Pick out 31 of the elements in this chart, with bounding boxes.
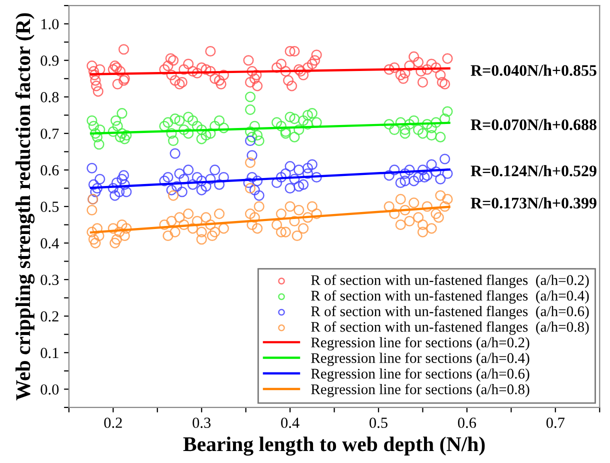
- y-tick-label: 0.5: [40, 202, 59, 212]
- x-axis-title: Bearing length to web depth (N/h): [183, 436, 485, 456]
- y-tick-label: 0.8: [40, 92, 59, 102]
- legend-label: Regression line for sections (a/h=0.2): [311, 337, 530, 350]
- legend-label: R of section with un-fastened flanges (a/h=0.6): [311, 306, 589, 320]
- x-tick-label: 0.6: [458, 418, 476, 428]
- legend-label: Regression line for sections (a/h=0.4): [311, 352, 530, 366]
- y-tick-label: 0.2: [40, 311, 58, 322]
- x-tick-label: 0.4: [281, 418, 300, 428]
- y-tick-label: 0.6: [40, 165, 59, 176]
- y-tick-label: 0.1: [40, 348, 58, 358]
- legend-label: R of section with un-fastened flanges (a/h=0.8): [311, 321, 589, 335]
- annotation: R=0.040N/h+0.855: [470, 64, 596, 76]
- y-tick-label: 0.4: [40, 238, 59, 249]
- text: 0.0: [40, 384, 59, 395]
- y-axis-title: Web crippling strength reduction factor (R): [15, 13, 35, 400]
- text: 1.0: [41, 18, 59, 30]
- legend-label: R of section with un-fastened flanges (a/h=0.2): [311, 274, 589, 288]
- x-tick-label: 0.5: [370, 418, 388, 428]
- y-tick-label: 0.7: [40, 128, 59, 139]
- legend-label: Regression line for sections (a/h=0.6): [311, 368, 530, 382]
- legend-label: Regression line for sections (a/h=0.8): [311, 384, 530, 398]
- x-tick-label: 0.3: [192, 418, 211, 428]
- x-tick-label: 0.2: [104, 418, 122, 428]
- annotation: R=0.173N/h+0.399: [470, 197, 596, 209]
- annotation: R=0.124N/h+0.529: [470, 165, 596, 176]
- y-tick-label: 0.3: [40, 274, 59, 286]
- legend-label: R of section with un-fastened flanges (a/h=0.4): [311, 290, 589, 304]
- y-tick-label: 0.9: [40, 56, 59, 66]
- annotation: R=0.070N/h+0.688: [470, 118, 596, 130]
- x-tick-label: 0.7: [546, 418, 565, 428]
